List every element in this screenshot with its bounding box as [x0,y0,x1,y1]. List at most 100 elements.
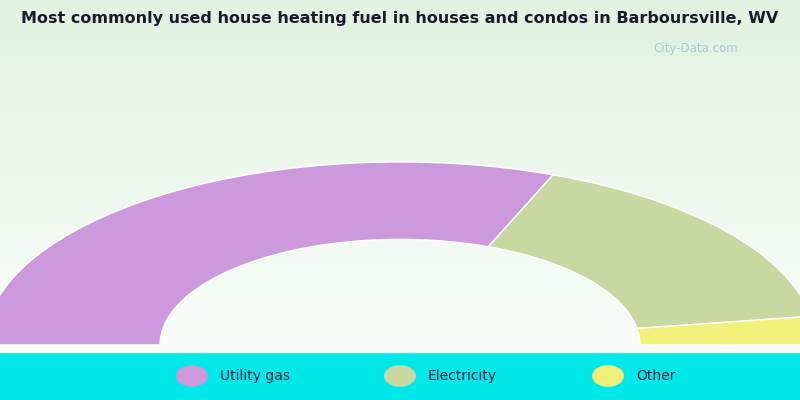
Bar [0,258,800,260]
Bar [0,246,800,249]
Bar [0,318,800,322]
Bar [0,199,800,202]
Bar [0,72,800,75]
Bar [0,164,800,167]
Bar [0,262,800,265]
Bar [0,48,800,52]
Bar [0,208,800,211]
Bar [0,272,800,274]
Bar [0,6,800,9]
Bar [0,253,800,256]
Bar [0,302,800,305]
Bar [0,234,800,237]
Bar [0,309,800,312]
Bar [0,290,800,293]
Bar [0,194,800,197]
Bar [0,65,800,68]
Bar [0,241,800,244]
Bar [0,349,800,352]
Bar [0,218,800,220]
Bar [0,147,800,150]
Bar [0,286,800,289]
Bar [0,70,800,73]
Bar [0,152,800,155]
Bar [0,84,800,87]
Bar [0,316,800,319]
Bar [0,37,800,40]
Bar [0,171,800,174]
Bar [0,74,800,78]
Bar [0,332,800,336]
Bar [0,232,800,235]
Bar [0,25,800,28]
Bar [0,121,800,124]
Bar [0,201,800,204]
Bar [0,107,800,110]
Bar [0,269,800,272]
Bar [0,53,800,56]
Bar [0,213,800,216]
Bar [0,307,800,310]
Bar [0,342,800,345]
Bar [0,274,800,277]
Bar [0,326,800,328]
Bar [0,9,800,12]
Bar [0,178,800,181]
Bar [0,124,800,127]
Bar [0,110,800,113]
Bar [0,224,800,228]
Bar [0,185,800,188]
Bar [0,23,800,26]
Bar [0,220,800,223]
Bar [0,145,800,148]
Bar [0,276,800,279]
Bar [0,227,800,230]
Bar [0,140,800,143]
Bar [0,28,800,30]
Bar [0,46,800,49]
Bar [0,347,800,350]
Bar [0,182,800,185]
Bar [0,56,800,59]
Bar [0,344,800,347]
Bar [0,255,800,258]
Bar [0,30,800,33]
Bar [0,20,800,24]
Bar [0,4,800,7]
Bar [0,13,800,16]
Bar [0,187,800,190]
Text: Most commonly used house heating fuel in houses and condos in Barboursville, WV: Most commonly used house heating fuel in… [22,10,778,26]
Bar [0,63,800,66]
Wedge shape [637,316,800,345]
Bar [0,206,800,209]
Bar [0,222,800,225]
Bar [0,260,800,263]
Bar [0,168,800,171]
Bar [0,98,800,101]
Bar [0,32,800,35]
Bar [0,60,800,63]
Bar [0,340,800,343]
Bar [0,128,800,132]
Bar [0,112,800,115]
Text: Other: Other [636,369,675,383]
Bar [0,131,800,134]
Bar [0,117,800,120]
Bar [0,215,800,218]
Bar [0,281,800,284]
Bar [0,0,800,2]
Bar [0,161,800,164]
Bar [0,250,800,254]
Bar [0,154,800,157]
Bar [0,288,800,291]
Wedge shape [488,175,800,328]
Bar [0,159,800,162]
Bar [0,175,800,178]
Text: Electricity: Electricity [428,369,497,383]
Bar [0,100,800,103]
Ellipse shape [176,365,208,387]
Bar [0,337,800,340]
Bar [0,243,800,246]
Bar [0,295,800,298]
Bar [0,300,800,303]
